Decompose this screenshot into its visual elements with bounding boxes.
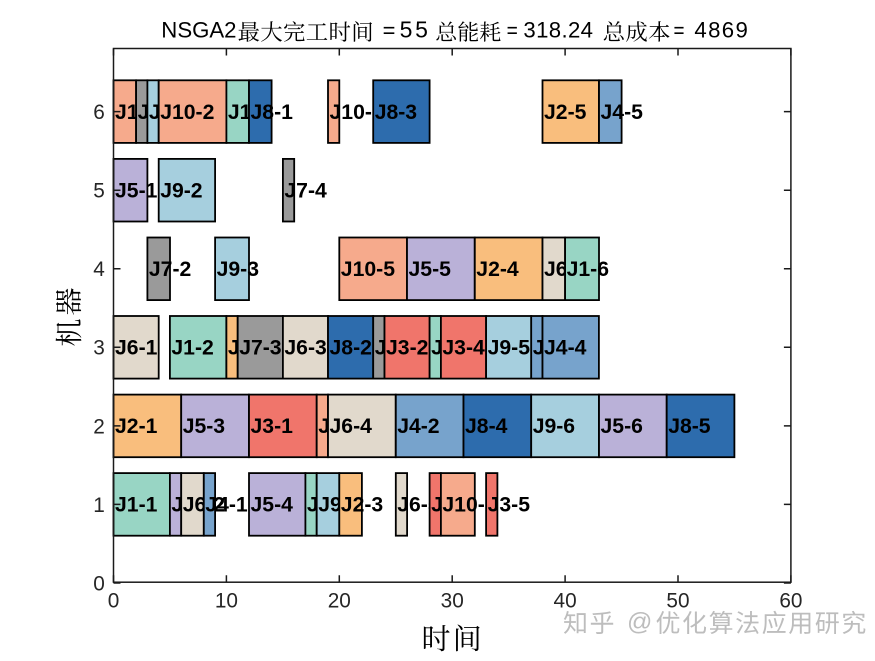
svg-text:J7-4: J7-4 [284, 180, 327, 203]
svg-text:J6-1: J6-1 [115, 337, 158, 360]
svg-text:55: 55 [400, 17, 431, 43]
svg-text:J9-5: J9-5 [488, 337, 531, 360]
svg-text:J4-4: J4-4 [544, 337, 587, 360]
svg-text:10: 10 [215, 590, 238, 613]
svg-text:J10-2: J10-2 [160, 101, 214, 124]
svg-text:J10-3: J10-3 [330, 101, 384, 124]
svg-text:60: 60 [779, 590, 802, 613]
svg-text:4: 4 [93, 258, 105, 281]
svg-text:J2-4: J2-4 [476, 258, 519, 281]
svg-text:5: 5 [93, 180, 105, 203]
svg-text:J5-6: J5-6 [601, 415, 644, 438]
svg-text:@: @ [629, 610, 654, 638]
svg-text:J7-3: J7-3 [239, 337, 282, 360]
svg-text:J5-1: J5-1 [115, 180, 158, 203]
svg-text:=: = [383, 18, 396, 43]
svg-text:=: = [507, 18, 518, 43]
svg-text:J4-5: J4-5 [601, 101, 644, 124]
svg-text:J7-2: J7-2 [149, 258, 191, 281]
svg-text:J8-4: J8-4 [465, 415, 508, 438]
svg-text:=: = [674, 18, 685, 43]
svg-text:J4-2: J4-2 [397, 415, 439, 438]
svg-text:J5-5: J5-5 [409, 258, 452, 281]
svg-text:J2-1: J2-1 [115, 415, 158, 438]
svg-text:J10-6: J10-6 [442, 494, 496, 517]
svg-text:J8-1: J8-1 [251, 101, 294, 124]
svg-text:J9-2: J9-2 [160, 180, 202, 203]
svg-text:J9-6: J9-6 [533, 415, 576, 438]
svg-text:J3-1: J3-1 [251, 415, 294, 438]
svg-text:J6-3: J6-3 [284, 337, 327, 360]
svg-text:J10-5: J10-5 [341, 258, 395, 281]
svg-text:J6-4: J6-4 [330, 415, 373, 438]
svg-text:6: 6 [93, 101, 105, 124]
svg-text:J1-2: J1-2 [171, 337, 213, 360]
svg-text:J3-4: J3-4 [442, 337, 485, 360]
svg-text:J8-2: J8-2 [330, 337, 372, 360]
svg-text:@: @ [627, 608, 652, 636]
svg-text:J8-5: J8-5 [668, 415, 711, 438]
svg-text:1: 1 [93, 494, 105, 517]
svg-text:J3-2: J3-2 [386, 337, 428, 360]
svg-text:J3-5: J3-5 [488, 494, 531, 517]
svg-text:0: 0 [108, 590, 120, 613]
svg-text:J2-3: J2-3 [341, 494, 384, 517]
svg-text:J9-3: J9-3 [217, 258, 260, 281]
svg-text:J1-6: J1-6 [567, 258, 610, 281]
svg-text:20: 20 [328, 590, 351, 613]
svg-text:J5-3: J5-3 [183, 415, 226, 438]
svg-text:4869: 4869 [694, 18, 749, 43]
svg-text:318.24: 318.24 [523, 18, 593, 43]
svg-text:J4-1: J4-1 [205, 494, 248, 517]
svg-text:J1-1: J1-1 [115, 494, 158, 517]
svg-text:0: 0 [93, 572, 105, 595]
svg-text:50: 50 [666, 590, 689, 613]
svg-text:2: 2 [93, 415, 105, 438]
svg-text:J8-3: J8-3 [375, 101, 418, 124]
svg-text:J2-5: J2-5 [544, 101, 587, 124]
svg-text:NSGA2: NSGA2 [161, 18, 236, 43]
svg-text:30: 30 [441, 590, 464, 613]
svg-text:3: 3 [93, 337, 105, 360]
svg-text:J5-4: J5-4 [251, 494, 294, 517]
svg-text:40: 40 [554, 590, 577, 613]
